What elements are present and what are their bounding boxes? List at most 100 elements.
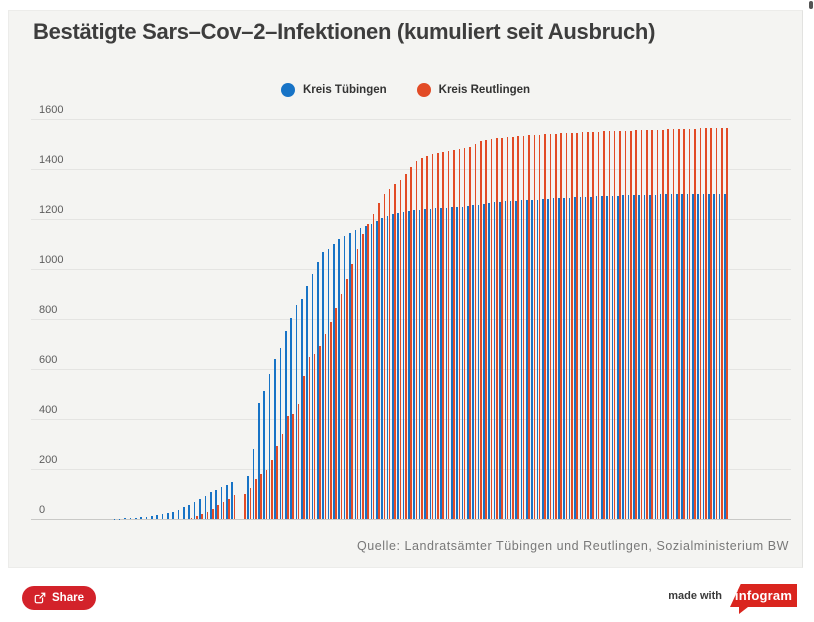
bar-reutlingen[interactable] bbox=[587, 132, 589, 519]
bar-tuebingen[interactable] bbox=[263, 391, 266, 519]
bar-tuebingen[interactable] bbox=[290, 318, 292, 519]
bar-tuebingen[interactable] bbox=[397, 213, 399, 519]
bar-tuebingen[interactable] bbox=[617, 196, 619, 519]
bar-reutlingen[interactable] bbox=[710, 128, 712, 519]
bar-tuebingen[interactable] bbox=[536, 200, 539, 519]
bar-reutlingen[interactable] bbox=[442, 152, 445, 519]
bar-tuebingen[interactable] bbox=[525, 200, 528, 519]
bar-tuebingen[interactable] bbox=[252, 449, 255, 519]
bar-reutlingen[interactable] bbox=[678, 129, 680, 519]
bar-reutlingen[interactable] bbox=[201, 514, 203, 519]
bar-tuebingen[interactable] bbox=[472, 205, 474, 519]
bar-reutlingen[interactable] bbox=[528, 135, 530, 519]
bar-tuebingen[interactable] bbox=[306, 286, 308, 519]
bar-reutlingen[interactable] bbox=[603, 131, 605, 519]
bar-reutlingen[interactable] bbox=[356, 249, 359, 519]
bar-reutlingen[interactable] bbox=[206, 511, 209, 519]
bar-reutlingen[interactable] bbox=[662, 130, 664, 519]
bar-tuebingen[interactable] bbox=[665, 194, 667, 519]
bar-reutlingen[interactable] bbox=[479, 141, 482, 519]
bar-reutlingen[interactable] bbox=[581, 132, 584, 519]
bar-reutlingen[interactable] bbox=[517, 136, 520, 519]
bar-tuebingen[interactable] bbox=[649, 195, 651, 519]
bar-tuebingen[interactable] bbox=[402, 212, 405, 519]
bar-tuebingen[interactable] bbox=[300, 299, 303, 519]
bar-reutlingen[interactable] bbox=[372, 214, 375, 519]
bar-reutlingen[interactable] bbox=[597, 132, 600, 519]
bar-reutlingen[interactable] bbox=[399, 180, 402, 519]
bar-tuebingen[interactable] bbox=[167, 513, 169, 519]
bar-tuebingen[interactable] bbox=[408, 211, 410, 519]
bar-tuebingen[interactable] bbox=[702, 194, 705, 519]
bar-reutlingen[interactable] bbox=[394, 184, 396, 519]
bar-reutlingen[interactable] bbox=[217, 505, 220, 519]
bar-reutlingen[interactable] bbox=[501, 138, 503, 519]
bar-reutlingen[interactable] bbox=[265, 470, 268, 519]
bar-tuebingen[interactable] bbox=[413, 210, 416, 519]
bar-reutlingen[interactable] bbox=[699, 128, 702, 519]
bar-reutlingen[interactable] bbox=[608, 131, 611, 519]
bar-tuebingen[interactable] bbox=[177, 509, 180, 519]
bar-reutlingen[interactable] bbox=[437, 153, 439, 519]
bar-reutlingen[interactable] bbox=[431, 154, 434, 519]
bar-tuebingen[interactable] bbox=[509, 201, 512, 519]
bar-tuebingen[interactable] bbox=[456, 207, 458, 519]
bar-reutlingen[interactable] bbox=[303, 376, 305, 519]
bar-tuebingen[interactable] bbox=[622, 195, 624, 519]
bar-reutlingen[interactable] bbox=[624, 131, 627, 519]
bar-tuebingen[interactable] bbox=[129, 518, 132, 519]
bar-tuebingen[interactable] bbox=[204, 495, 207, 519]
scrollbar-track[interactable] bbox=[803, 0, 814, 622]
bar-reutlingen[interactable] bbox=[378, 203, 380, 519]
bar-reutlingen[interactable] bbox=[244, 494, 246, 519]
bar-reutlingen[interactable] bbox=[726, 127, 728, 519]
bar-tuebingen[interactable] bbox=[370, 224, 373, 519]
bar-reutlingen[interactable] bbox=[554, 134, 557, 519]
bar-tuebingen[interactable] bbox=[193, 502, 196, 519]
bar-reutlingen[interactable] bbox=[367, 224, 370, 519]
bar-tuebingen[interactable] bbox=[317, 262, 319, 519]
bar-tuebingen[interactable] bbox=[633, 195, 635, 519]
bar-reutlingen[interactable] bbox=[228, 499, 230, 519]
bar-reutlingen[interactable] bbox=[506, 137, 509, 519]
bar-reutlingen[interactable] bbox=[458, 149, 461, 519]
bar-tuebingen[interactable] bbox=[150, 516, 153, 519]
bar-reutlingen[interactable] bbox=[453, 150, 455, 519]
bar-tuebingen[interactable] bbox=[574, 197, 576, 519]
bar-reutlingen[interactable] bbox=[260, 474, 262, 519]
bar-tuebingen[interactable] bbox=[638, 195, 641, 519]
bar-reutlingen[interactable] bbox=[383, 194, 386, 519]
bar-tuebingen[interactable] bbox=[675, 194, 678, 519]
bar-tuebingen[interactable] bbox=[145, 516, 148, 519]
bar-tuebingen[interactable] bbox=[708, 194, 710, 519]
bar-reutlingen[interactable] bbox=[651, 130, 653, 519]
bar-tuebingen[interactable] bbox=[434, 208, 437, 519]
bar-reutlingen[interactable] bbox=[613, 131, 616, 519]
bar-tuebingen[interactable] bbox=[258, 403, 260, 519]
bar-tuebingen[interactable] bbox=[499, 202, 501, 519]
bar-reutlingen[interactable] bbox=[565, 133, 568, 519]
bar-reutlingen[interactable] bbox=[233, 495, 236, 519]
bar-tuebingen[interactable] bbox=[327, 249, 330, 519]
bar-reutlingen[interactable] bbox=[694, 129, 696, 519]
bar-reutlingen[interactable] bbox=[645, 130, 648, 519]
bar-reutlingen[interactable] bbox=[704, 128, 707, 519]
bar-tuebingen[interactable] bbox=[392, 214, 394, 519]
bar-reutlingen[interactable] bbox=[281, 434, 284, 519]
bar-tuebingen[interactable] bbox=[643, 195, 646, 519]
bar-tuebingen[interactable] bbox=[354, 230, 357, 519]
bar-tuebingen[interactable] bbox=[338, 239, 341, 519]
bar-tuebingen[interactable] bbox=[231, 481, 233, 519]
bar-reutlingen[interactable] bbox=[249, 488, 252, 519]
bar-reutlingen[interactable] bbox=[351, 264, 353, 519]
bar-tuebingen[interactable] bbox=[579, 197, 582, 519]
bar-tuebingen[interactable] bbox=[520, 200, 523, 519]
legend-item-reutlingen[interactable]: Kreis Reutlingen bbox=[416, 83, 530, 97]
bar-reutlingen[interactable] bbox=[683, 129, 686, 519]
bar-tuebingen[interactable] bbox=[349, 233, 351, 519]
bar-reutlingen[interactable] bbox=[212, 508, 214, 519]
bar-tuebingen[interactable] bbox=[477, 205, 480, 519]
bar-reutlingen[interactable] bbox=[324, 334, 327, 519]
bar-reutlingen[interactable] bbox=[490, 139, 493, 519]
bar-tuebingen[interactable] bbox=[386, 216, 389, 519]
